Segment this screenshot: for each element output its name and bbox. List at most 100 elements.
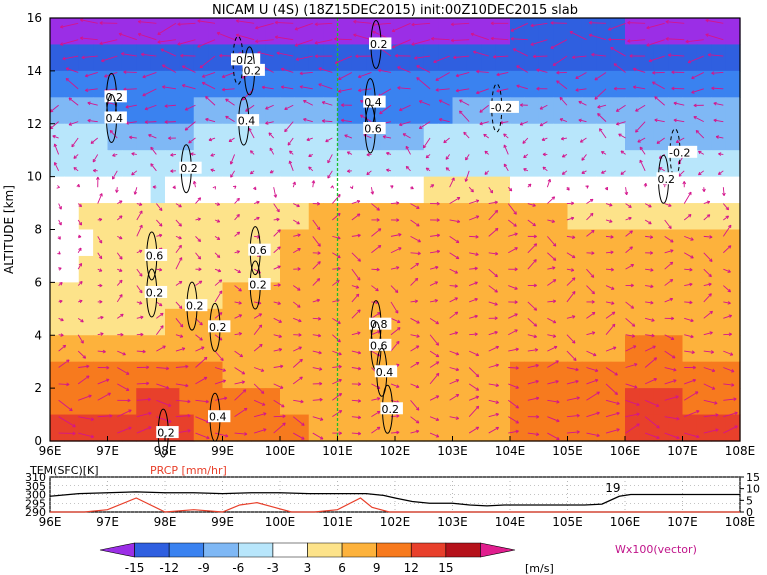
heat-cell — [265, 150, 281, 178]
wind-vector-head — [139, 289, 143, 294]
wind-vector-head — [102, 349, 106, 354]
wind-vector-head — [338, 364, 342, 369]
heat-cell — [265, 176, 281, 204]
wind-vector-head — [552, 243, 557, 247]
heat-cell — [610, 414, 626, 442]
wind-vector — [691, 88, 704, 94]
wind-vector-head — [199, 337, 203, 341]
wind-vector — [177, 39, 196, 45]
wind-vector — [683, 191, 692, 204]
heat-cell — [725, 255, 741, 283]
heat-cell — [351, 229, 367, 257]
wind-vector — [410, 345, 420, 352]
wind-vector-head — [184, 107, 189, 111]
wind-vector-head — [306, 137, 310, 142]
heat-cell — [308, 414, 324, 442]
wind-vector — [162, 64, 177, 73]
heat-cell — [610, 150, 626, 178]
heat-cell — [93, 229, 109, 257]
heat-cell — [78, 282, 94, 310]
wind-vector-head — [319, 397, 323, 402]
heat-cell — [121, 229, 137, 257]
wind-vector — [527, 243, 537, 254]
heat-cell — [265, 388, 281, 416]
wind-vector — [645, 268, 654, 271]
wind-vector-head — [178, 280, 183, 285]
x-tick-label: 99E — [211, 444, 234, 458]
wind-vector — [276, 52, 294, 57]
wind-vector — [332, 235, 341, 239]
wind-vector-head — [255, 39, 259, 44]
heat-cell — [639, 150, 655, 178]
wind-vector-head — [314, 40, 318, 45]
wind-vector-head — [230, 174, 234, 178]
heat-cell — [409, 70, 425, 98]
wind-vector-head — [142, 349, 146, 354]
heat-cell — [696, 203, 712, 231]
wind-vector — [469, 252, 479, 256]
wind-vector — [273, 284, 281, 286]
wind-vector — [405, 166, 411, 172]
heat-cell — [610, 308, 626, 336]
wind-vector — [234, 314, 242, 319]
wind-vector — [275, 21, 294, 24]
wind-vector-head — [201, 346, 205, 350]
wind-vector — [117, 409, 132, 418]
wind-vector-head — [646, 25, 650, 30]
wind-vector-head — [630, 264, 635, 268]
heat-cell — [136, 255, 152, 283]
heat-cell — [366, 44, 382, 72]
wind-vector — [416, 77, 431, 90]
heat-cell — [308, 229, 324, 257]
wind-vector-head — [614, 372, 618, 376]
wind-vector-head — [494, 330, 498, 335]
heat-cell — [682, 70, 698, 98]
wind-vector — [390, 341, 400, 352]
wind-vector-head — [650, 284, 654, 289]
wind-vector — [410, 219, 420, 227]
heat-cell — [668, 44, 684, 72]
y-tick-label: 0 — [34, 434, 42, 448]
wind-vector — [546, 179, 551, 188]
wind-vector-head — [232, 185, 237, 190]
wind-vector — [723, 268, 731, 273]
wind-vector-head — [553, 345, 558, 350]
wind-vector — [156, 345, 166, 352]
wind-vector-head — [550, 21, 554, 25]
wind-vector — [488, 383, 499, 387]
wind-vector — [527, 301, 537, 311]
heat-cell — [466, 70, 482, 98]
heat-cell — [596, 388, 612, 416]
wind-vector-head — [119, 235, 123, 240]
wind-vector-head — [552, 266, 556, 270]
wind-vector — [58, 399, 73, 412]
wind-vector-head — [216, 236, 221, 240]
wind-vector-head — [628, 204, 632, 208]
wind-vector — [503, 144, 509, 155]
wind-vector-head — [571, 254, 576, 259]
heat-cell — [78, 123, 94, 151]
wind-vector-head — [79, 299, 83, 304]
wind-vector-head — [99, 41, 103, 46]
wind-vector — [586, 312, 596, 319]
wind-vector-head — [436, 249, 441, 254]
wind-vector-head — [711, 71, 715, 75]
x-tick-label: 104E — [495, 444, 526, 458]
heat-cell — [150, 70, 166, 98]
heat-cell — [64, 44, 80, 72]
wind-vector-head — [620, 171, 624, 175]
wind-vector-head — [691, 90, 695, 94]
wind-vector-head — [297, 287, 301, 291]
wind-vector-head — [533, 334, 537, 339]
chart-title: NICAM U (4S) (18Z15DEC2015) init:00Z10DE… — [212, 3, 578, 18]
wind-vector-head — [618, 133, 622, 137]
wind-vector-head — [572, 291, 576, 295]
wind-vector-head — [101, 58, 105, 63]
wind-vector-head — [236, 214, 240, 218]
wind-vector — [273, 187, 277, 198]
wind-vector-head — [474, 332, 478, 337]
heat-cell — [452, 335, 468, 363]
surface-temperature-line — [49, 491, 740, 507]
wind-vector-head — [646, 43, 650, 47]
heat-cell — [696, 388, 712, 416]
